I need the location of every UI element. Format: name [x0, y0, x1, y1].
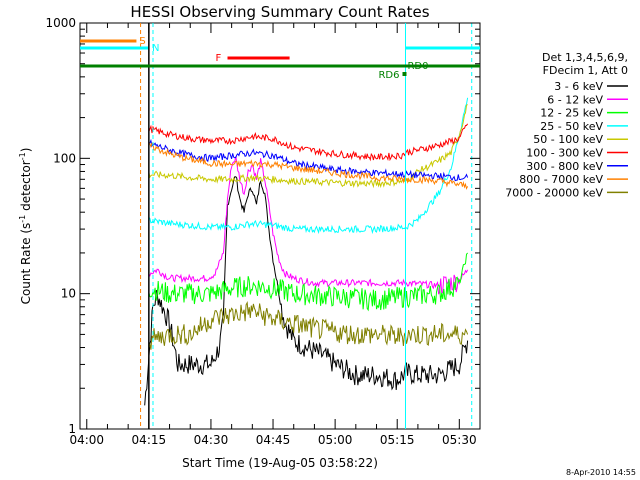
- series-line-6: [148, 138, 469, 182]
- x-tick-label: 05:00: [318, 433, 353, 447]
- series-line-5: [148, 123, 469, 162]
- x-tick-label: 04:45: [256, 433, 291, 447]
- rd6-flag-mark: [402, 72, 407, 76]
- flag-layer: SN F RD0 RD6: [80, 23, 480, 429]
- legend-entry-label: 3 - 6 keV: [554, 80, 603, 93]
- x-tick-label: 04:00: [69, 433, 104, 447]
- night-flag-label: N: [152, 43, 159, 54]
- rd0-flag-label: RD0: [407, 61, 428, 72]
- series-line-0: [144, 176, 469, 406]
- flare-flag-label: F: [215, 53, 221, 64]
- x-tick-label: 04:15: [132, 433, 167, 447]
- legend-entry-label: 300 - 800 keV: [526, 160, 603, 173]
- x-tick-label: 04:30: [194, 433, 229, 447]
- y-tick-label: 1000: [45, 16, 76, 30]
- chart-title: HESSI Observing Summary Count Rates: [130, 3, 429, 21]
- legend-entry-label: 800 - 7000 keV: [519, 173, 603, 186]
- legend-entry-label: 25 - 50 keV: [540, 120, 603, 133]
- x-axis-label: Start Time (19-Aug-05 03:58:22): [182, 456, 378, 470]
- axis-layer: 1 10 100 1000 04:00 04:15 04:30 04:45 05:00 05:15…: [45, 16, 481, 447]
- rd6-flag-label: RD6: [378, 70, 399, 81]
- y-tick-label: 100: [53, 151, 76, 165]
- series-layer: [144, 97, 469, 406]
- series-line-1: [148, 156, 469, 295]
- y-tick-label: 1: [68, 422, 76, 436]
- y-axis-label: Count Rate (s-1 detector-1): [18, 148, 33, 305]
- legend-entry-label: 100 - 300 keV: [526, 147, 603, 160]
- legend-entry-label: 12 - 25 keV: [540, 107, 603, 120]
- series-line-8: [148, 300, 469, 350]
- legend-header-line: FDecim 1, Att 0: [543, 64, 628, 77]
- x-tick-label: 05:30: [442, 433, 477, 447]
- y-tick-label: 10: [61, 287, 76, 301]
- legend-entry-label: 7000 - 20000 keV: [505, 186, 603, 199]
- saa-flag-label: S: [139, 36, 145, 47]
- series-line-3: [148, 97, 469, 235]
- x-tick-label: 05:15: [380, 433, 415, 447]
- legend-header-line: Det 1,3,4,5,6,9,: [542, 51, 628, 64]
- series-line-7: [148, 142, 469, 190]
- legend-entry-label: 6 - 12 keV: [547, 93, 603, 106]
- legend-entry-label: 50 - 100 keV: [533, 133, 603, 146]
- series-line-2: [148, 252, 468, 312]
- date-stamp: 8-Apr-2010 14:55: [566, 468, 636, 477]
- plot-frame: [79, 22, 481, 430]
- legend-layer: Det 1,3,4,5,6,9,FDecim 1, Att 0 3 - 6 keV…: [505, 51, 628, 199]
